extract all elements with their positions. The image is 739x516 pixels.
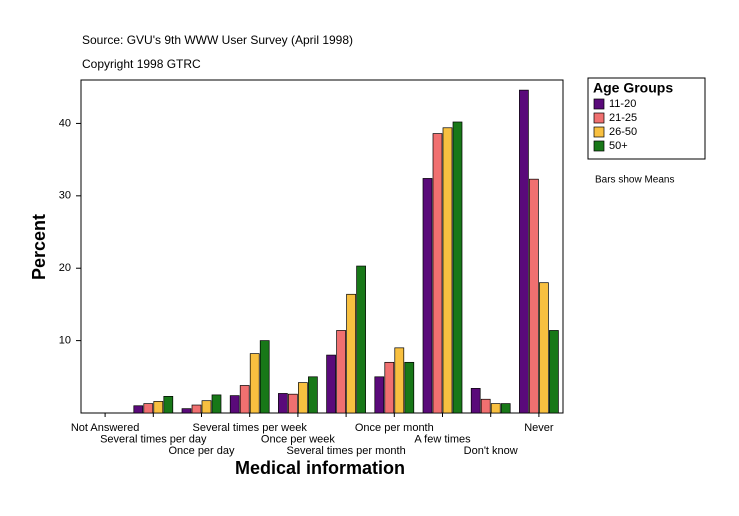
bar [288,393,298,414]
y-axis-label: Percent [29,214,49,280]
bar [442,127,453,414]
bar [539,282,549,414]
bar [384,361,395,414]
legend-label: 11-20 [609,98,636,110]
bar [452,121,463,414]
bar [211,394,222,414]
legend-swatch [593,98,605,110]
bar [326,354,336,414]
legend-swatch [593,126,605,138]
note: Bars show Means [595,175,674,186]
bar [374,376,385,414]
chart-subtitle: Copyright 1998 GTRC [82,57,201,71]
legend-swatch [593,112,605,124]
bar [249,353,260,414]
x-axis-label: Medical information [235,458,405,478]
bar [308,376,318,414]
plot-frame [80,79,564,414]
bar [181,408,192,414]
y-tick-label: 30 [59,190,71,202]
x-tick-label: Once per week [261,433,335,445]
y-tick-label: 10 [59,335,71,347]
x-tick-label: Several times per week [193,422,308,434]
bar [191,404,202,414]
bar [480,398,491,414]
chart-title: Source: GVU's 9th WWW User Survey (April… [82,33,353,47]
y-tick-label: 40 [59,117,71,129]
bar [470,388,481,414]
bar [229,395,240,414]
bar [278,393,288,414]
bar [519,89,529,414]
bar [259,340,270,414]
bar [490,403,501,414]
bar [143,403,154,414]
bar [239,385,250,414]
bar [153,401,164,414]
bar [133,405,144,414]
legend-swatch [593,140,605,152]
x-tick-label: Several times per day [100,433,207,445]
x-tick-label: A few times [414,433,471,445]
legend-title: Age Groups [593,80,673,96]
bar [201,400,212,414]
bar [394,347,405,414]
legend-label: 50+ [609,140,628,152]
bar [549,330,559,414]
bar [346,293,356,414]
bar [336,330,346,414]
bar [422,178,433,414]
y-tick-label: 20 [59,262,71,274]
bar [432,133,443,414]
bar [356,265,366,414]
bar [298,382,308,414]
legend-label: 26-50 [609,126,637,138]
bar [529,178,539,414]
legend-box [587,77,706,160]
x-tick-label: Once per month [355,422,434,434]
x-tick-label: Several times per month [286,445,405,457]
bar [163,396,174,414]
x-tick-label: Once per day [168,445,235,457]
x-tick-label: Never [524,422,554,434]
x-tick-label: Not Answered [71,422,139,434]
legend-label: 21-25 [609,112,637,124]
bar [404,361,415,414]
bar [500,403,511,414]
x-tick-label: Don't know [464,445,518,457]
